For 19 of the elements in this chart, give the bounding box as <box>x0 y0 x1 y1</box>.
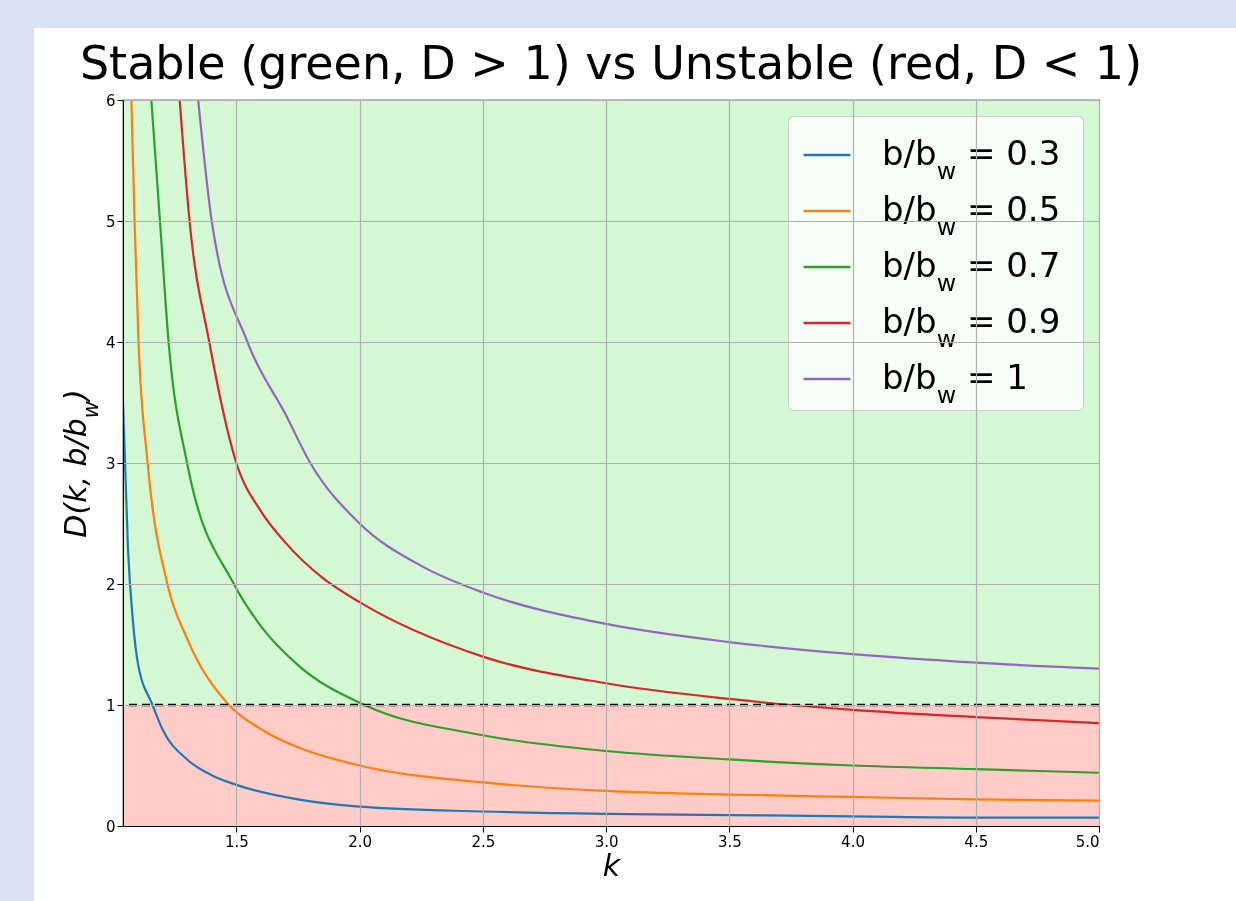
chart-title: Stable (green, D > 1) vs Unstable (red, D < 1) <box>79 36 1143 90</box>
y-tick-label: 1 <box>105 696 116 715</box>
y-tick-label: 0 <box>105 817 116 836</box>
x-tick-label: 5.0 <box>1075 832 1100 851</box>
x-tick-label: 2.0 <box>348 832 373 851</box>
x-tick-label: 4.5 <box>964 832 989 851</box>
x-tick-label: 4.0 <box>841 832 865 851</box>
legend-label: b/b$_{w}$ = 1 <box>882 357 1028 409</box>
y-tick-label: 4 <box>105 333 116 352</box>
y-tick-label: 6 <box>105 91 116 110</box>
x-tick-label: 1.5 <box>224 832 249 851</box>
y-tick-label: 2 <box>105 575 116 594</box>
y-tick-label: 5 <box>105 212 116 231</box>
legend-label: b/b$_{w}$ = 0.3 <box>882 133 1061 185</box>
legend-label: b/b$_{w}$ = 0.7 <box>882 245 1061 297</box>
y-tick-label: 3 <box>105 454 116 473</box>
x-tick-label: 2.5 <box>471 832 496 851</box>
x-tick-label: 3.5 <box>717 832 742 851</box>
legend-label: b/b$_{w}$ = 0.5 <box>882 189 1061 241</box>
